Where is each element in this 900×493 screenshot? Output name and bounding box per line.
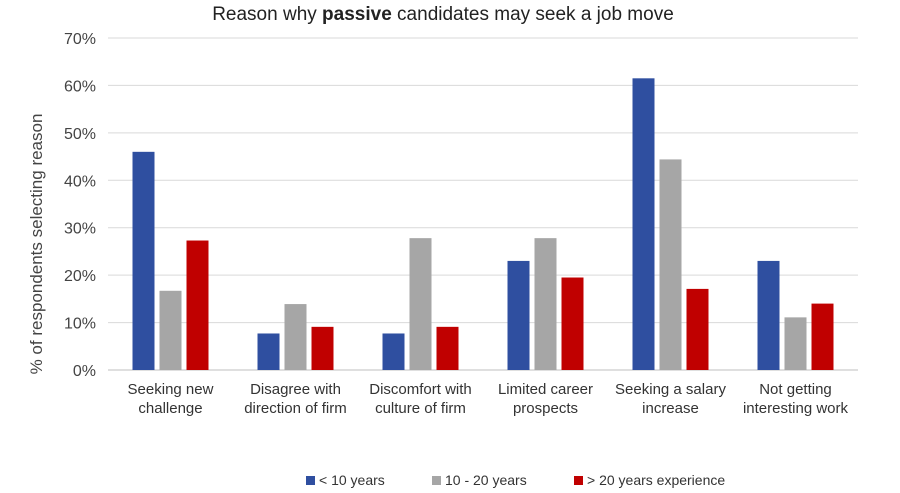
chart-title-suffix: candidates may seek a job move bbox=[392, 4, 674, 25]
y-axis-ticks: 0% 10% 20% 30% 40% 50% 60% 70% bbox=[64, 31, 96, 380]
gridlines bbox=[108, 37, 858, 371]
y-tick-label: 40% bbox=[64, 173, 96, 190]
bar bbox=[257, 333, 280, 370]
bar bbox=[436, 326, 459, 370]
chart-title: Reason why passive candidates may seek a… bbox=[212, 4, 674, 25]
category-label: culture of firm bbox=[375, 400, 466, 417]
category-label: challenge bbox=[138, 400, 202, 417]
category-label: Not getting bbox=[759, 381, 832, 398]
bars bbox=[132, 78, 834, 371]
category-label: interesting work bbox=[743, 400, 849, 417]
category-label: Seeking new bbox=[128, 381, 214, 398]
category-label: Limited career bbox=[498, 381, 593, 398]
bar bbox=[507, 260, 530, 370]
bar bbox=[784, 317, 807, 370]
bar bbox=[561, 277, 584, 370]
x-axis-categories: Seeking new challenge Disagree with directi… bbox=[128, 381, 849, 417]
category-label: Disagree with bbox=[250, 381, 341, 398]
legend-label: > 20 years experience bbox=[587, 472, 725, 488]
y-tick-label: 20% bbox=[64, 268, 96, 285]
bar bbox=[632, 78, 655, 371]
bar bbox=[409, 238, 432, 370]
bar bbox=[132, 151, 155, 370]
bar bbox=[811, 303, 834, 370]
y-tick-label: 70% bbox=[64, 31, 96, 48]
legend-label: 10 - 20 years bbox=[445, 472, 527, 488]
y-tick-label: 10% bbox=[64, 316, 96, 333]
category-label: Discomfort with bbox=[369, 381, 472, 398]
category-label: increase bbox=[642, 400, 699, 417]
y-axis-title: % of respondents selecting reason bbox=[27, 114, 46, 375]
bar bbox=[311, 326, 334, 370]
chart-title-emphasis: passive bbox=[322, 4, 392, 25]
bar bbox=[284, 304, 307, 370]
bar bbox=[186, 240, 209, 370]
y-tick-label: 0% bbox=[73, 363, 96, 380]
bar bbox=[686, 288, 709, 370]
category-label: prospects bbox=[513, 400, 578, 417]
legend-label: < 10 years bbox=[319, 472, 385, 488]
y-tick-label: 30% bbox=[64, 221, 96, 238]
legend-swatch bbox=[574, 476, 583, 485]
chart-title-prefix: Reason why bbox=[212, 4, 322, 25]
bar bbox=[757, 260, 780, 370]
y-tick-label: 60% bbox=[64, 78, 96, 95]
y-tick-label: 50% bbox=[64, 126, 96, 143]
bar bbox=[534, 238, 557, 370]
bar bbox=[159, 290, 182, 370]
bar bbox=[659, 159, 682, 370]
legend-swatch bbox=[432, 476, 441, 485]
legend-swatch bbox=[306, 476, 315, 485]
legend: < 10 years 10 - 20 years > 20 years experi… bbox=[306, 472, 725, 488]
bar bbox=[382, 333, 405, 370]
category-label: direction of firm bbox=[244, 400, 347, 417]
category-label: Seeking a salary bbox=[615, 381, 726, 398]
